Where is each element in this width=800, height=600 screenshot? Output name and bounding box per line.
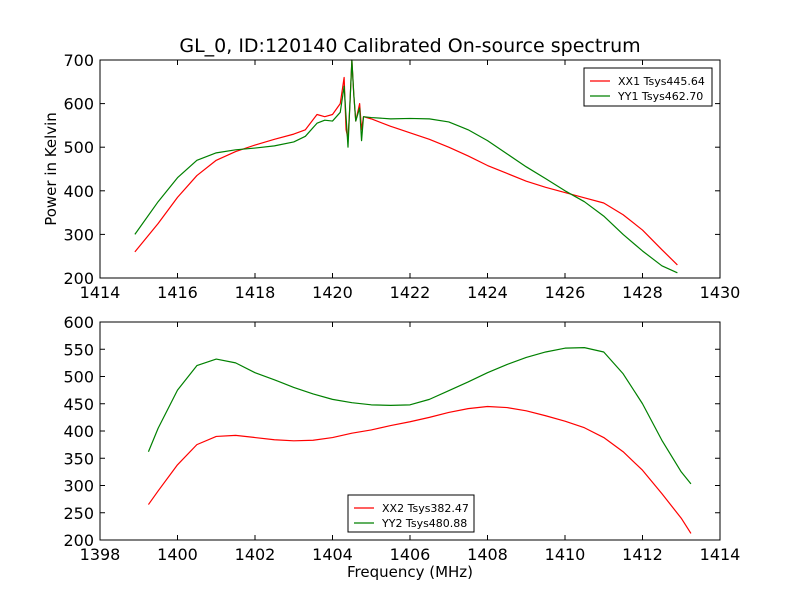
x-tick-label: 1424 — [467, 283, 508, 302]
x-tick-label: 1410 — [545, 545, 586, 564]
y-tick-label: 500 — [63, 138, 94, 157]
y-tick-label: 200 — [63, 531, 94, 550]
x-tick-label: 1408 — [467, 545, 508, 564]
x-tick-label: 1398 — [80, 545, 121, 564]
y-tick-label: 600 — [63, 95, 94, 114]
legend-label: YY1 Tsys462.70 — [617, 90, 703, 103]
y-tick-label: 400 — [63, 422, 94, 441]
y-tick-label: 700 — [63, 51, 94, 70]
x-tick-label: 1420 — [312, 283, 353, 302]
legend-label: XX2 Tsys382.47 — [382, 502, 469, 515]
x-tick-label: 1416 — [157, 283, 198, 302]
y-tick-label: 300 — [63, 225, 94, 244]
y-tick-label: 500 — [63, 368, 94, 387]
legend-label: XX1 Tsys445.64 — [618, 75, 705, 88]
x-tick-label: 1414 — [700, 545, 741, 564]
y-tick-label: 450 — [63, 395, 94, 414]
x-tick-label: 1428 — [622, 283, 663, 302]
y-tick-label: 400 — [63, 182, 94, 201]
x-tick-label: 1414 — [80, 283, 121, 302]
x-tick-label: 1406 — [390, 545, 431, 564]
x-tick-label: 1412 — [622, 545, 663, 564]
legend: XX1 Tsys445.64 YY1 Tsys462.70 — [583, 67, 713, 107]
y-axis-label: Power in Kelvin — [42, 112, 60, 226]
x-tick-label: 1400 — [157, 545, 198, 564]
x-tick-label: 1430 — [700, 283, 741, 302]
y-tick-label: 250 — [63, 504, 94, 523]
y-tick-label: 200 — [63, 269, 94, 288]
x-tick-label: 1418 — [235, 283, 276, 302]
x-axis-label: Frequency (MHz) — [347, 563, 473, 581]
chart-panel-1: 1414 1416 1418 1420 1422 1424 1426 1428 1430 200 3… — [42, 35, 740, 302]
x-tick-label: 1426 — [545, 283, 586, 302]
x-tick-label: 1402 — [235, 545, 276, 564]
chart-panel-2: 1398 1400 1402 1404 1406 1408 1410 1412 1414 200 2… — [63, 313, 740, 581]
legend-box — [583, 67, 713, 107]
series-line-xx2 — [147, 405, 692, 534]
y-tick-label: 300 — [63, 477, 94, 496]
y-tick-label: 550 — [63, 340, 94, 359]
series-line-yy1 — [134, 59, 678, 274]
series-line-yy2 — [147, 347, 692, 485]
legend-box — [347, 494, 475, 533]
y-tick-label: 350 — [63, 449, 94, 468]
y-tick-label: 600 — [63, 313, 94, 332]
x-tick-label: 1404 — [312, 545, 353, 564]
x-tick-label: 1422 — [390, 283, 431, 302]
legend: XX2 Tsys382.47 YY2 Tsys480.88 — [347, 494, 475, 533]
legend-label: YY2 Tsys480.88 — [381, 517, 467, 530]
chart-title: GL_0, ID:120140 Calibrated On-source spe… — [179, 35, 640, 57]
